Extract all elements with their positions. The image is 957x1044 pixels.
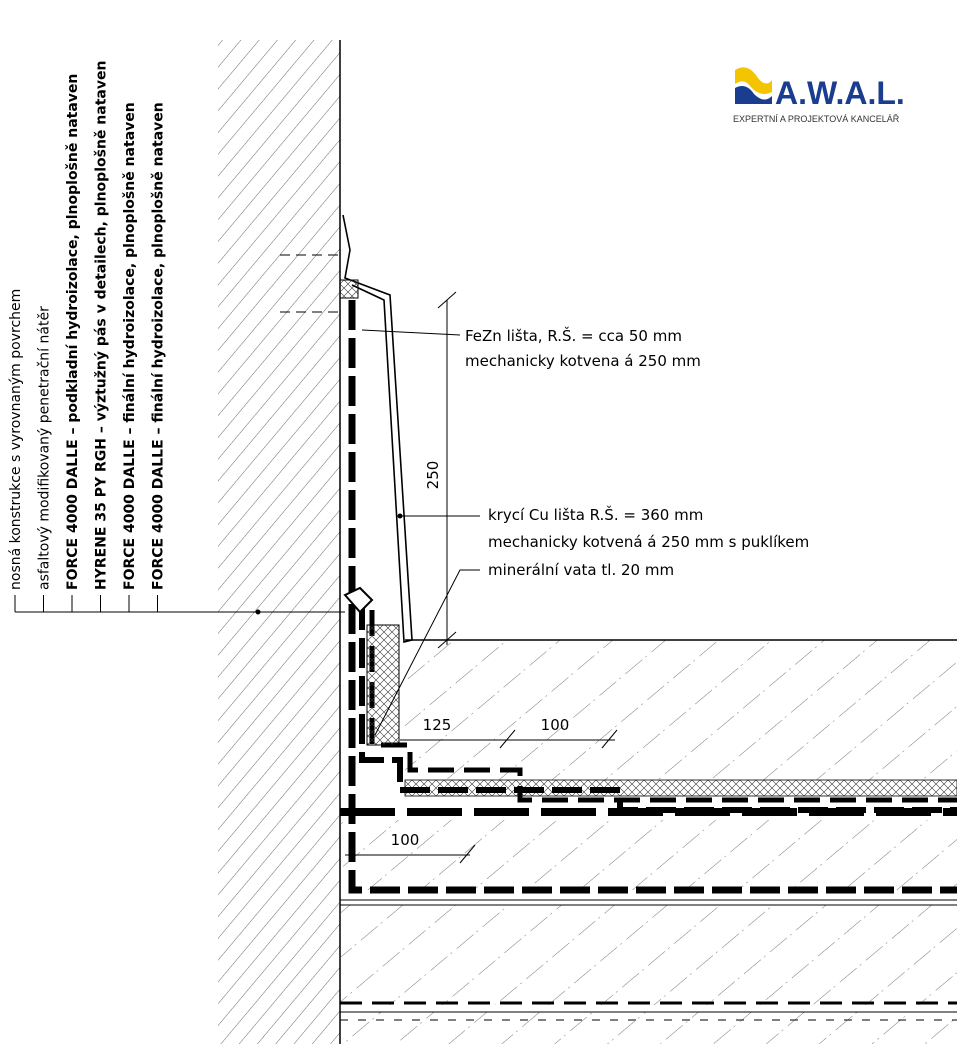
annotation: minerální vata tl. 20 mm (488, 561, 674, 579)
slab (340, 640, 957, 1044)
layer-label: asfaltový modifikovaný penetrační nátěr (37, 306, 53, 590)
mineral-wool (367, 625, 399, 745)
layer-label: nosná konstrukce s vyrovnaným povrchem (8, 289, 24, 590)
dimension: 125 (423, 716, 452, 734)
fezn-strip (340, 280, 358, 298)
logo-name: A.W.A.L. (775, 75, 905, 111)
logo: A.W.A.L. EXPERTNÍ A PROJEKTOVÁ KANCELÁŘ (733, 67, 905, 124)
layer-labels: nosná konstrukce s vyrovnaným povrchem as… (8, 61, 167, 612)
wall (218, 40, 340, 1044)
annotation: krycí Cu lišta R.Š. = 360 mm (488, 505, 703, 524)
layer-label: HYRENE 35 PY RGH – výztužný pás v detail… (94, 61, 110, 590)
layer-label: FORCE 4000 DALLE – finální hydroizolace,… (151, 102, 167, 590)
detail-drawing: 250 125 100 100 FeZn lišta, R.Š. = cca 5… (0, 0, 957, 1044)
layer-label: FORCE 4000 DALLE – finální hydroizolace,… (122, 102, 138, 590)
leader-dot (398, 514, 403, 519)
layer-label: FORCE 4000 DALLE – podkladní hydroizolac… (65, 74, 81, 590)
annotation: mechanicky kotvena á 250 mm (465, 352, 701, 370)
dimension: 250 (424, 461, 442, 490)
annotation: mechanicky kotvená á 250 mm s puklíkem (488, 533, 809, 551)
leader-dot (256, 610, 261, 615)
annotation: FeZn lišta, R.Š. = cca 50 mm (465, 326, 682, 345)
dimension: 100 (391, 831, 420, 849)
dimension: 100 (541, 716, 570, 734)
logo-subtitle: EXPERTNÍ A PROJEKTOVÁ KANCELÁŘ (733, 114, 900, 124)
